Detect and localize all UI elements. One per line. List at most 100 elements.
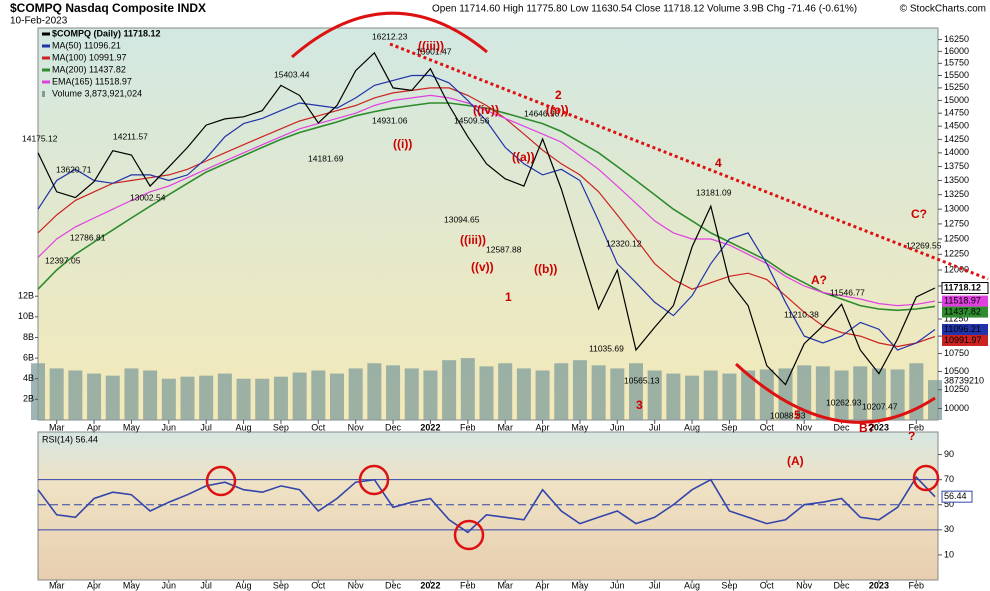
y-tick-label: 12500 [944, 233, 969, 243]
y-tick-label: 13250 [944, 189, 969, 199]
y-tick-label: 14500 [944, 121, 969, 131]
volume-bar [68, 370, 83, 420]
y-tick-label: 13000 [944, 204, 969, 214]
legend-label: MA(50) 11096.21 [52, 40, 121, 50]
series-line [37, 94, 936, 307]
volume-bar [236, 378, 251, 420]
volume-bar [49, 368, 64, 420]
trend-line [389, 42, 989, 281]
legend-swatch [42, 56, 50, 60]
price-annotation: 13620.71 [56, 164, 92, 174]
x-tick-label: Apr [87, 422, 101, 432]
rsi-title: RSI(14) 56.44 [42, 434, 98, 444]
y-tick-label: 13750 [944, 161, 969, 171]
volume-bar [666, 373, 681, 420]
y-tick-label: 15500 [944, 70, 969, 80]
x-tick-label: Aug [236, 422, 252, 432]
volume-bar [180, 376, 195, 420]
volume-bar [741, 370, 756, 420]
volume-bar [685, 375, 700, 420]
x-tick-label: Jun [610, 422, 625, 432]
rsi-circle [912, 464, 940, 492]
legend-swatch [42, 32, 50, 36]
volume-bar [629, 363, 643, 420]
volume-bar [199, 375, 214, 420]
volume-bar [423, 370, 438, 420]
legend-swatch [42, 91, 45, 97]
volume-bar [479, 366, 494, 420]
price-annotation: 14931.06 [372, 115, 408, 125]
wave-label: ? [908, 429, 915, 443]
x-tick-label: Jul [200, 580, 212, 590]
rsi-tick-label: 30 [944, 524, 954, 534]
y-tick-label: 15250 [944, 82, 969, 92]
volume-bar [143, 370, 158, 420]
legend-label: $COMPQ (Daily) 11718.12 [52, 28, 161, 38]
price-annotation: 10262.93 [826, 397, 862, 407]
volume-bar [460, 358, 475, 420]
x-tick-label: Apr [536, 580, 550, 590]
source: © StockCharts.com [900, 4, 986, 15]
top-arc [291, 11, 488, 59]
chart-date: 10-Feb-2023 [10, 16, 68, 27]
volume-bar [442, 360, 457, 420]
x-tick-label: Feb [460, 580, 476, 590]
price-annotation: 13002.54 [130, 192, 166, 202]
volume-tick-label: 12B [18, 291, 34, 301]
wave-label: ((a)) [512, 150, 535, 164]
volume-bar [330, 373, 344, 420]
legend-swatch [42, 80, 50, 84]
wave-label: B? [859, 421, 875, 435]
volume-bar [87, 373, 102, 420]
rsi-last-label: 56.44 [944, 491, 967, 501]
volume-bar [853, 366, 868, 420]
volume-tick-label: 2B [23, 394, 34, 404]
price-annotation: 16212.23 [372, 31, 408, 41]
wave-label: ((c)) [546, 103, 569, 117]
volume-bar [554, 363, 569, 420]
volume-bar [759, 369, 774, 420]
quote: Open 11714.60 High 11775.80 Low 11630.54… [432, 4, 857, 15]
rsi-circle [358, 464, 390, 496]
series-line [37, 51, 936, 386]
last-value-label: 11437.82 [944, 306, 981, 316]
y-tick-label: 11250 [944, 313, 968, 323]
price-annotation: 14175.12 [22, 133, 58, 143]
price-line [37, 102, 936, 312]
volume-bar [871, 368, 886, 420]
last-value-label: 10991.97 [944, 335, 982, 345]
last-value-box [941, 282, 989, 295]
price-annotation: 14646.90 [524, 108, 560, 118]
x-tick-label: Feb [909, 422, 925, 432]
x-tick-label: Dec [385, 422, 402, 432]
x-tick-label: Sep [273, 580, 289, 590]
price-annotation: 15901.47 [416, 46, 452, 56]
x-tick-label: Nov [796, 580, 813, 590]
volume-bar [404, 368, 419, 420]
volume-bar [161, 378, 176, 420]
wave-label: 5 [794, 408, 801, 422]
x-tick-label: 2022 [420, 580, 440, 590]
price-panel [37, 27, 939, 421]
y-tick-label: 10000 [944, 403, 969, 413]
price-annotation: 12320.12 [606, 238, 642, 248]
x-tick-label: Oct [311, 422, 326, 432]
x-tick-label: Nov [348, 422, 365, 432]
price-annotation: 12269.55 [906, 240, 942, 250]
wave-label: 4 [715, 156, 722, 170]
price-annotation: 12786.81 [70, 232, 106, 242]
rsi-tick-label: 10 [944, 549, 954, 559]
x-tick-label: 2022 [420, 422, 440, 432]
x-tick-label: Mar [49, 580, 65, 590]
volume-bar [815, 366, 830, 420]
series-line [37, 87, 936, 348]
legend-label: EMA(165) 11518.97 [52, 76, 132, 86]
volume-bar [348, 368, 363, 420]
y-tick-label: 14000 [944, 147, 969, 157]
price-annotation: 12587.88 [486, 244, 522, 254]
legend-label: MA(100) 10991.97 [52, 52, 127, 62]
y-tick-label: 15750 [944, 58, 969, 68]
x-tick-label: May [123, 580, 141, 590]
x-tick-label: May [571, 580, 589, 590]
